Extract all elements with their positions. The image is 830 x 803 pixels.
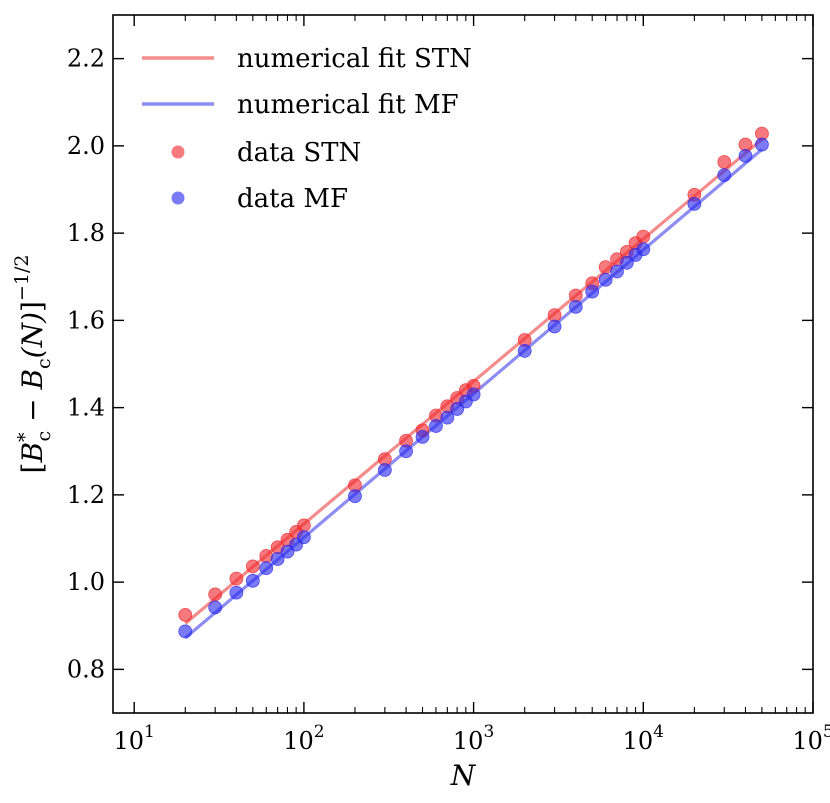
data-point-data-mf xyxy=(636,242,651,257)
data-point-data-mf xyxy=(598,272,613,287)
legend-entry-data-stn: data STN xyxy=(171,138,361,168)
x-axis-label: N xyxy=(450,759,477,792)
data-point-data-mf xyxy=(440,410,455,425)
x-tick-label: 101 xyxy=(114,722,155,755)
data-point-data-mf xyxy=(466,387,481,402)
y-tick-label: 2.2 xyxy=(67,45,105,73)
data-point-data-mf xyxy=(738,149,753,163)
legend-label-fit-mf: numerical fit MF xyxy=(237,90,459,120)
legend-entry-data-mf: data MF xyxy=(171,184,348,214)
data-point-data-mf xyxy=(755,137,769,152)
data-point-data-mf xyxy=(429,419,443,433)
data-point-data-mf xyxy=(585,284,600,299)
data-point-data-mf xyxy=(377,463,392,477)
x-tick-label: 105 xyxy=(792,722,830,755)
x-tick-label: 103 xyxy=(453,722,494,755)
data-point-data-mf xyxy=(245,573,260,588)
legend-marker-data-mf xyxy=(171,191,185,205)
data-point-data-stn xyxy=(229,571,244,586)
y-tick-label: 1.0 xyxy=(67,568,105,596)
y-tick-label: 1.4 xyxy=(67,394,105,422)
data-point-data-mf xyxy=(619,255,634,270)
legend-entry-fit-stn: numerical fit STN xyxy=(142,44,472,74)
legend: numerical fit STN numerical fit MF data … xyxy=(142,44,472,214)
y-tick-label: 0.8 xyxy=(67,655,105,683)
data-point-data-mf xyxy=(270,552,285,566)
data-point-data-stn xyxy=(259,549,274,563)
data-point-data-mf xyxy=(259,561,274,576)
legend-entry-fit-mf: numerical fit MF xyxy=(142,90,459,120)
data-point-data-mf xyxy=(178,624,193,639)
y-tick-label: 1.2 xyxy=(67,481,105,509)
legend-label-data-stn: data STN xyxy=(237,138,361,168)
data-point-data-stn xyxy=(636,229,651,244)
data-point-data-mf xyxy=(348,489,362,504)
data-point-data-stn xyxy=(178,607,193,622)
y-tick-label: 1.6 xyxy=(67,306,105,334)
data-point-data-mf xyxy=(415,429,430,444)
ticks: 101 102 103 104 105 0.8 1.0 1.2 1.4 1.6 1.8 2.0 2.2 xyxy=(67,15,830,755)
data-point-data-mf xyxy=(229,585,244,600)
data-point-data-stn xyxy=(245,559,260,574)
data-point-data-mf xyxy=(610,264,624,279)
y-tick-label: 2.0 xyxy=(67,132,105,160)
data-point-data-mf xyxy=(568,299,583,314)
legend-label-data-mf: data MF xyxy=(237,184,348,214)
data-point-data-mf xyxy=(297,530,311,545)
data-points xyxy=(178,126,769,639)
x-tick-label: 102 xyxy=(283,722,324,755)
data-point-data-mf xyxy=(687,196,702,211)
plot-frame xyxy=(112,14,814,714)
y-tick-label: 1.8 xyxy=(67,219,105,247)
data-point-data-mf xyxy=(399,444,413,459)
data-point-data-stn xyxy=(297,518,311,533)
y-axis-label: [B*c − Bc(N)]−1/2 xyxy=(11,255,55,474)
legend-label-fit-stn: numerical fit STN xyxy=(237,44,472,74)
axes xyxy=(112,14,814,714)
data-point-data-stn xyxy=(717,155,732,169)
data-point-data-mf xyxy=(717,168,732,183)
data-point-data-stn xyxy=(208,587,223,602)
data-point-data-mf xyxy=(517,344,532,358)
data-point-data-mf xyxy=(547,319,562,334)
data-point-data-mf xyxy=(208,600,223,615)
x-tick-label: 104 xyxy=(623,722,664,755)
legend-marker-data-stn xyxy=(171,145,185,159)
